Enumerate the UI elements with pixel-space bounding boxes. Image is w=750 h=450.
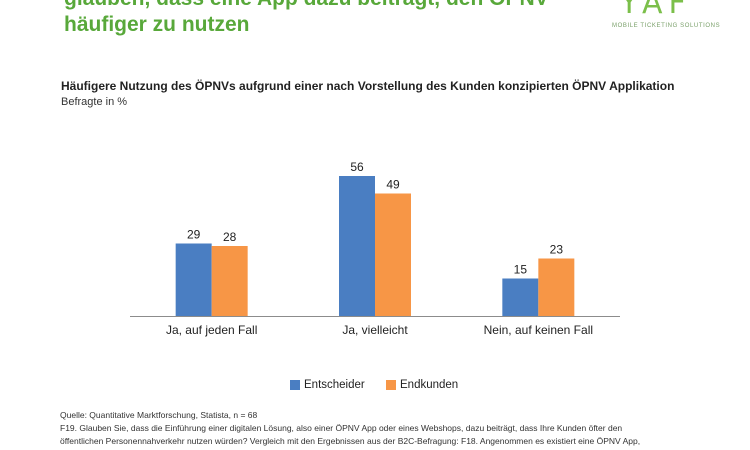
legend-label-entscheider: Entscheider xyxy=(304,379,365,391)
logo-subtitle: MOBILE TICKETING SOLUTIONS xyxy=(612,23,721,29)
legend-label-endkunden: Endkunden xyxy=(400,379,459,391)
headline-line-1: glauben, dass eine App dazu beiträgt, de… xyxy=(64,0,624,12)
data-label-endkunden-1: 28 xyxy=(223,230,237,244)
bar-endkunden-3 xyxy=(538,258,575,316)
chart-subtitle: Befragte in % xyxy=(61,96,128,108)
data-label-entscheider-1: 29 xyxy=(187,228,201,242)
chart-title: Häufigere Nutzung des ÖPNVs aufgrund ein… xyxy=(61,79,675,93)
headline-line-2: häufiger zu nutzen xyxy=(64,13,250,36)
bar-entscheider-3 xyxy=(502,278,539,316)
company-logo: YAF MOBILE TICKETING SOLUTIONS xyxy=(612,0,732,36)
headline: glauben, dass eine App dazu beiträgt, de… xyxy=(64,0,624,38)
bar-entscheider-1 xyxy=(175,243,212,316)
legend-swatch-entscheider xyxy=(290,380,300,390)
category-label-2: Ja, vielleicht xyxy=(342,323,408,337)
data-label-endkunden-2: 49 xyxy=(386,178,400,192)
bar-entscheider-2 xyxy=(339,176,375,316)
footnote-line-2: öffentlichen Personennahverkehr nutzen w… xyxy=(60,436,641,446)
data-label-entscheider-3: 15 xyxy=(514,263,528,277)
footnote: Quelle: Quantitative Marktforschung, Sta… xyxy=(60,409,740,448)
data-label-entscheider-2: 56 xyxy=(350,160,364,174)
data-label-endkunden-3: 23 xyxy=(550,243,564,257)
category-label-3: Nein, auf keinen Fall xyxy=(484,323,593,337)
bar-endkunden-2 xyxy=(375,193,411,316)
footnote-source: Quelle: Quantitative Marktforschung, Sta… xyxy=(60,410,258,420)
legend-swatch-endkunden xyxy=(386,380,396,390)
category-label-1: Ja, auf jeden Fall xyxy=(166,323,257,337)
bar-endkunden-1 xyxy=(211,246,248,316)
footnote-line-1: F19. Glauben Sie, dass die Einführung ei… xyxy=(60,423,623,433)
logo-mark: YAF xyxy=(620,0,692,21)
